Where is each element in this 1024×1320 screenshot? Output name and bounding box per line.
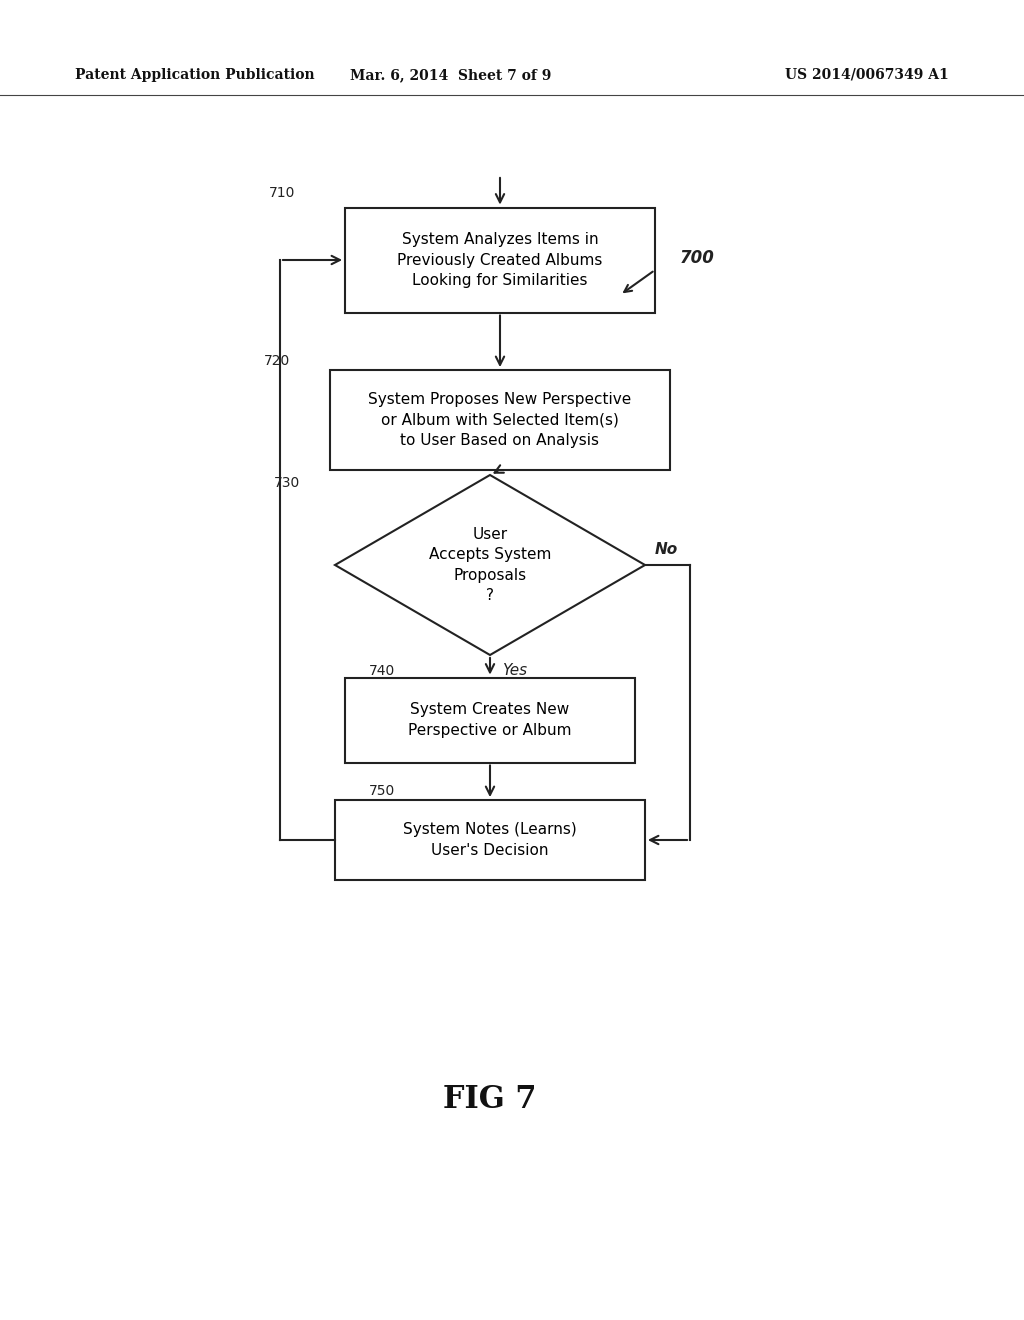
Text: US 2014/0067349 A1: US 2014/0067349 A1 xyxy=(785,69,949,82)
Text: User
Accepts System
Proposals
?: User Accepts System Proposals ? xyxy=(429,527,551,603)
FancyBboxPatch shape xyxy=(335,800,645,880)
Text: 710: 710 xyxy=(268,186,295,201)
Text: System Creates New
Perspective or Album: System Creates New Perspective or Album xyxy=(409,702,571,738)
Polygon shape xyxy=(335,475,645,655)
FancyBboxPatch shape xyxy=(345,207,655,313)
Text: Patent Application Publication: Patent Application Publication xyxy=(75,69,314,82)
Text: FIG 7: FIG 7 xyxy=(443,1085,537,1115)
Text: 700: 700 xyxy=(680,249,715,267)
Text: Mar. 6, 2014  Sheet 7 of 9: Mar. 6, 2014 Sheet 7 of 9 xyxy=(350,69,551,82)
FancyBboxPatch shape xyxy=(345,677,635,763)
Text: 740: 740 xyxy=(369,664,395,678)
Text: Yes: Yes xyxy=(502,663,527,678)
FancyBboxPatch shape xyxy=(330,370,670,470)
Text: System Analyzes Items in
Previously Created Albums
Looking for Similarities: System Analyzes Items in Previously Crea… xyxy=(397,232,603,288)
Text: 720: 720 xyxy=(264,354,290,368)
Text: No: No xyxy=(655,543,678,557)
Text: 730: 730 xyxy=(273,477,300,490)
Text: 750: 750 xyxy=(369,784,395,799)
Text: System Notes (Learns)
User's Decision: System Notes (Learns) User's Decision xyxy=(403,822,577,858)
Text: System Proposes New Perspective
or Album with Selected Item(s)
to User Based on : System Proposes New Perspective or Album… xyxy=(369,392,632,447)
